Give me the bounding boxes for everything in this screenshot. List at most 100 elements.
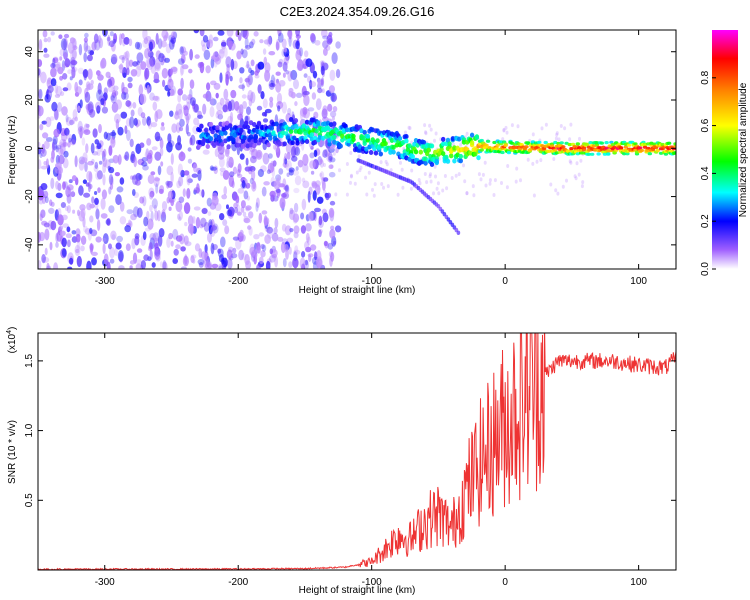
heatmap-cell: [226, 209, 233, 217]
heatmap-cell: [65, 233, 72, 239]
heatmap-cell: [405, 147, 411, 153]
heatmap-cell: [569, 160, 573, 165]
heatmap-cell: [310, 244, 317, 251]
heatmap-cell: [240, 200, 246, 209]
heatmap-cell: [314, 128, 319, 134]
heatmap-cell: [338, 143, 343, 149]
heatmap-cell: [208, 219, 213, 228]
heatmap-cell: [313, 149, 318, 158]
heatmap-cell: [269, 96, 274, 103]
heatmap-cell: [103, 131, 108, 140]
heatmap-cell: [217, 248, 222, 254]
heatmap-cell: [182, 94, 188, 101]
heatmap-cell: [500, 150, 505, 155]
heatmap-cell: [223, 186, 227, 196]
heatmap-cell: [278, 168, 284, 175]
heatmap-cell: [232, 236, 240, 241]
heatmap-cell: [345, 192, 349, 197]
heatmap-cell: [301, 177, 306, 183]
heatmap-cell: [230, 89, 237, 99]
heatmap-cell: [43, 47, 48, 53]
heatmap-cell: [38, 190, 45, 201]
heatmap-cell: [264, 69, 271, 82]
heatmap-cell: [319, 159, 323, 165]
heatmap-cell: [55, 180, 60, 190]
heatmap-cell: [622, 152, 627, 156]
heatmap-cell: [345, 162, 349, 166]
heatmap-cell: [433, 164, 437, 169]
heatmap-cell: [318, 229, 322, 238]
heatmap-cell: [229, 171, 235, 178]
heatmap-cell: [572, 144, 577, 149]
heatmap-cell: [358, 168, 362, 173]
heatmap-cell: [539, 158, 543, 163]
heatmap-cell: [423, 123, 427, 128]
heatmap-cell: [561, 145, 566, 149]
heatmap-cell: [479, 177, 483, 182]
heatmap-cell: [222, 219, 228, 227]
heatmap-cell: [116, 235, 123, 243]
heatmap-cell: [125, 58, 130, 71]
heatmap-cell: [144, 48, 151, 59]
heatmap-cell: [40, 209, 46, 218]
heatmap-cell: [225, 56, 232, 68]
heatmap-cell: [149, 233, 156, 240]
heatmap-cell: [38, 59, 43, 68]
heatmap-cell: [242, 101, 248, 109]
heatmap-cell: [287, 30, 292, 38]
heatmap-cell: [125, 118, 132, 127]
heatmap-cell: [93, 33, 99, 44]
heatmap-cell: [116, 186, 124, 193]
heatmap-cell: [251, 38, 256, 46]
heatmap-cell: [74, 244, 81, 257]
heatmap-cell: [544, 122, 548, 127]
heatmap-cell: [247, 225, 252, 230]
heatmap-cell: [274, 189, 282, 194]
heatmap-cell: [290, 146, 297, 158]
heatmap-cell: [255, 149, 263, 160]
heatmap-cell: [59, 56, 63, 61]
heatmap-cell: [321, 153, 325, 158]
heatmap-cell: [120, 111, 128, 119]
heatmap-cell: [552, 157, 556, 161]
x-tick-label: 0: [502, 577, 508, 588]
heatmap-cell: [275, 188, 281, 193]
heatmap-cell: [330, 145, 333, 150]
heatmap-cell: [243, 215, 249, 223]
heatmap-cell: [293, 123, 299, 129]
heatmap-cell: [187, 147, 192, 152]
heatmap-cell: [248, 98, 253, 107]
heatmap-cell: [62, 87, 69, 92]
heatmap-cell: [40, 148, 47, 157]
heatmap-cell: [316, 256, 323, 268]
heatmap-cell: [244, 44, 251, 50]
heatmap-cell: [328, 171, 336, 178]
heatmap-cell: [153, 71, 160, 84]
heatmap-cell: [329, 229, 336, 239]
heatmap-cell: [322, 149, 328, 158]
heatmap-cell: [228, 175, 234, 188]
heatmap-cell: [179, 118, 185, 127]
heatmap-cell: [360, 146, 366, 152]
heatmap-cell: [282, 141, 287, 147]
heatmap-cell: [122, 72, 127, 78]
heatmap-cell: [202, 149, 210, 155]
heatmap-cell: [272, 160, 277, 167]
heatmap-cell: [540, 126, 544, 131]
snr-frame: [37, 332, 677, 571]
heatmap-cell: [214, 51, 219, 58]
heatmap-cell: [128, 38, 133, 47]
heatmap-cell: [66, 133, 72, 140]
heatmap-cell: [78, 185, 84, 196]
heatmap-cell: [74, 155, 78, 168]
heatmap-cell: [138, 84, 144, 96]
heatmap-cell: [41, 220, 48, 226]
heatmap-cell: [214, 148, 219, 158]
heatmap-cell: [144, 151, 150, 160]
heatmap-cell: [107, 78, 113, 88]
heatmap-cell: [202, 35, 209, 43]
heatmap-cell: [109, 246, 115, 259]
heatmap-cell: [429, 172, 432, 177]
heatmap-cell: [255, 197, 260, 209]
